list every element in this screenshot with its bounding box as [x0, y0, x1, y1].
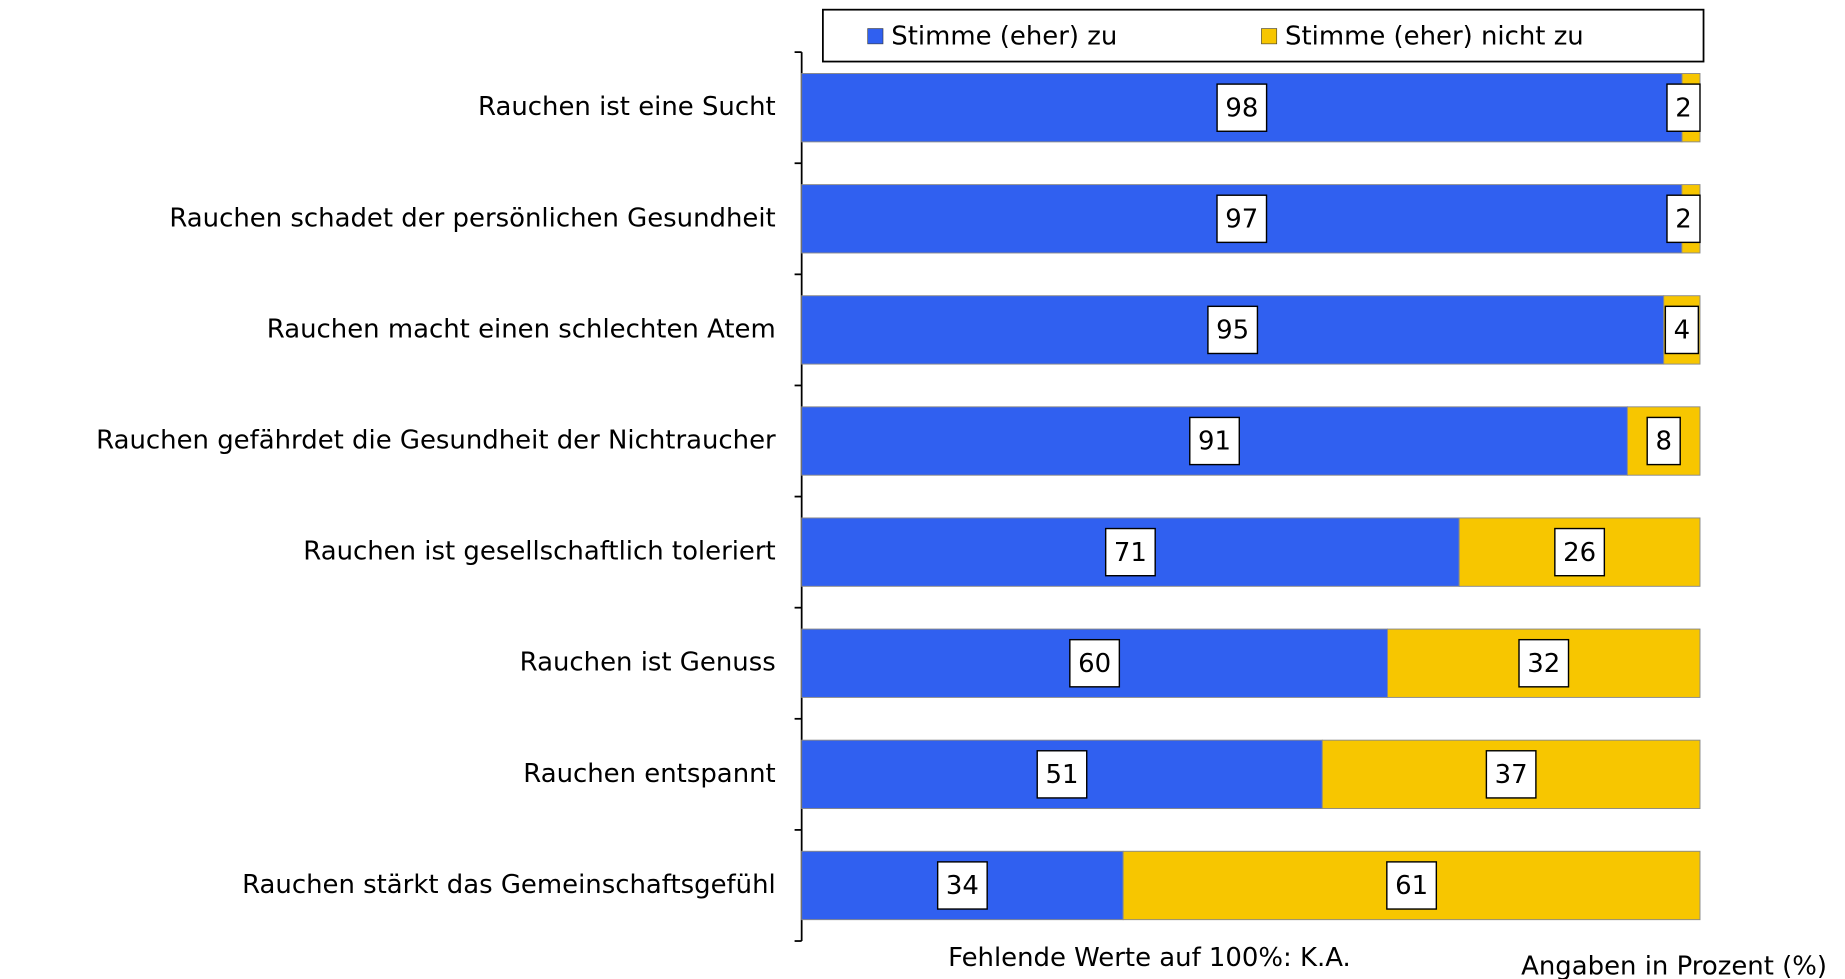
- data-label-box: [1189, 416, 1240, 466]
- data-label-box: [1666, 83, 1701, 132]
- data-label: 37: [1495, 760, 1528, 790]
- data-label: 34: [946, 871, 979, 901]
- data-label-box: [1518, 638, 1570, 688]
- data-label-box: [1216, 194, 1268, 244]
- data-label: 71: [1114, 538, 1147, 568]
- data-label-box: [1664, 305, 1700, 355]
- data-label: 4: [1674, 316, 1691, 346]
- data-label: 51: [1045, 760, 1078, 790]
- data-label-box: [1646, 416, 1681, 466]
- legend-marker: [1261, 28, 1278, 45]
- data-label-box: [1666, 194, 1701, 244]
- data-label: 60: [1078, 649, 1111, 679]
- data-label: 91: [1198, 427, 1231, 457]
- data-label-box: [1554, 527, 1606, 577]
- category-label: Rauchen ist Genuss: [520, 648, 776, 678]
- legend-label: Stimme (eher) zu: [891, 21, 1117, 51]
- data-label-box: [1069, 638, 1121, 688]
- data-label-box: [1386, 861, 1438, 910]
- data-label: 32: [1527, 649, 1560, 679]
- data-label: 2: [1675, 204, 1692, 234]
- data-label-box: [936, 861, 988, 910]
- note: Fehlende Werte auf 100%: K.A.: [948, 943, 1351, 973]
- data-label: 98: [1225, 93, 1258, 123]
- category-label: Rauchen ist eine Sucht: [478, 92, 776, 122]
- category-label: Rauchen gefährdet die Gesundheit der Nic…: [96, 426, 776, 456]
- data-label: 95: [1216, 316, 1249, 346]
- data-label: 2: [1675, 93, 1692, 123]
- category-label: Rauchen schadet der persönlichen Gesundh…: [169, 203, 775, 233]
- data-label: 97: [1225, 204, 1258, 234]
- data-label: 61: [1395, 871, 1428, 901]
- data-label-box: [1036, 750, 1088, 799]
- data-label-box: [1485, 750, 1537, 799]
- legend-marker: [867, 28, 884, 45]
- category-label: Rauchen macht einen schlechten Atem: [267, 314, 776, 344]
- data-label-box: [1207, 305, 1259, 355]
- category-label: Rauchen stärkt das Gemeinschaftsgefühl: [242, 870, 776, 900]
- data-label-box: [1216, 83, 1268, 132]
- category-label: Rauchen entspannt: [523, 759, 775, 789]
- data-label: 8: [1655, 427, 1672, 457]
- legend-label: Stimme (eher) nicht zu: [1285, 21, 1584, 51]
- category-label: Rauchen ist gesellschaftlich toleriert: [303, 537, 775, 567]
- data-label: 26: [1563, 538, 1596, 568]
- unit-note: Angaben in Prozent (%): [1521, 951, 1827, 979]
- data-label-box: [1104, 527, 1156, 577]
